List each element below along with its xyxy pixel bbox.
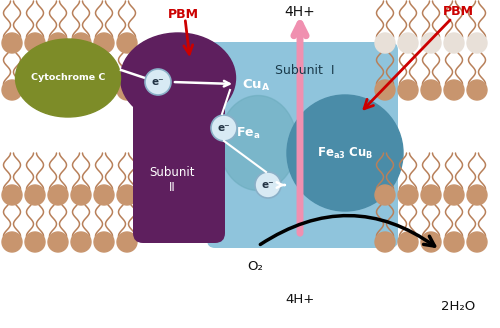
Circle shape <box>421 232 441 252</box>
Circle shape <box>48 80 68 100</box>
Ellipse shape <box>219 95 297 191</box>
Circle shape <box>71 232 91 252</box>
Circle shape <box>48 185 68 205</box>
Circle shape <box>467 33 487 53</box>
Circle shape <box>71 80 91 100</box>
Circle shape <box>2 185 22 205</box>
Circle shape <box>25 33 45 53</box>
Circle shape <box>467 185 487 205</box>
Text: 4H+: 4H+ <box>284 5 316 19</box>
Circle shape <box>2 80 22 100</box>
Text: 2H₂O: 2H₂O <box>441 300 475 313</box>
Circle shape <box>25 232 45 252</box>
Circle shape <box>421 185 441 205</box>
Circle shape <box>287 95 403 211</box>
Circle shape <box>398 232 418 252</box>
Circle shape <box>398 33 418 53</box>
Text: $\mathbf{Cu_A}$: $\mathbf{Cu_A}$ <box>242 77 270 92</box>
Circle shape <box>71 185 91 205</box>
Circle shape <box>48 232 68 252</box>
Text: Subunit
II: Subunit II <box>149 166 195 194</box>
Text: e⁻: e⁻ <box>152 77 164 87</box>
Circle shape <box>375 232 395 252</box>
Text: Cytochrome C: Cytochrome C <box>31 73 105 83</box>
Circle shape <box>375 33 395 53</box>
FancyBboxPatch shape <box>207 42 398 248</box>
Circle shape <box>94 185 114 205</box>
Circle shape <box>375 185 395 205</box>
Circle shape <box>467 80 487 100</box>
Circle shape <box>145 69 171 95</box>
Text: PBM: PBM <box>168 8 198 21</box>
Circle shape <box>2 33 22 53</box>
Circle shape <box>398 185 418 205</box>
FancyBboxPatch shape <box>133 68 225 243</box>
Circle shape <box>48 33 68 53</box>
Circle shape <box>117 80 137 100</box>
Circle shape <box>444 80 464 100</box>
Circle shape <box>444 33 464 53</box>
Circle shape <box>2 232 22 252</box>
Text: Subunit  I: Subunit I <box>275 64 335 76</box>
Circle shape <box>117 33 137 53</box>
Circle shape <box>211 115 237 141</box>
Text: e⁻: e⁻ <box>262 180 274 190</box>
Text: e⁻: e⁻ <box>218 123 230 133</box>
Circle shape <box>255 172 281 198</box>
Circle shape <box>444 185 464 205</box>
Circle shape <box>467 232 487 252</box>
Text: $\mathbf{Fe_a}$: $\mathbf{Fe_a}$ <box>236 125 260 141</box>
Circle shape <box>25 185 45 205</box>
Text: $\mathbf{Fe_{a3}\ Cu_B}$: $\mathbf{Fe_{a3}\ Cu_B}$ <box>317 145 373 160</box>
Circle shape <box>94 33 114 53</box>
Circle shape <box>421 80 441 100</box>
Circle shape <box>94 80 114 100</box>
Ellipse shape <box>16 39 120 117</box>
Circle shape <box>117 232 137 252</box>
Text: 4H+: 4H+ <box>286 293 314 306</box>
Circle shape <box>94 232 114 252</box>
Circle shape <box>117 185 137 205</box>
Text: PBM: PBM <box>442 5 474 18</box>
Circle shape <box>421 33 441 53</box>
Circle shape <box>375 80 395 100</box>
Circle shape <box>444 232 464 252</box>
Text: O₂: O₂ <box>247 260 263 273</box>
Circle shape <box>25 80 45 100</box>
Ellipse shape <box>120 33 236 123</box>
Circle shape <box>398 80 418 100</box>
Circle shape <box>71 33 91 53</box>
